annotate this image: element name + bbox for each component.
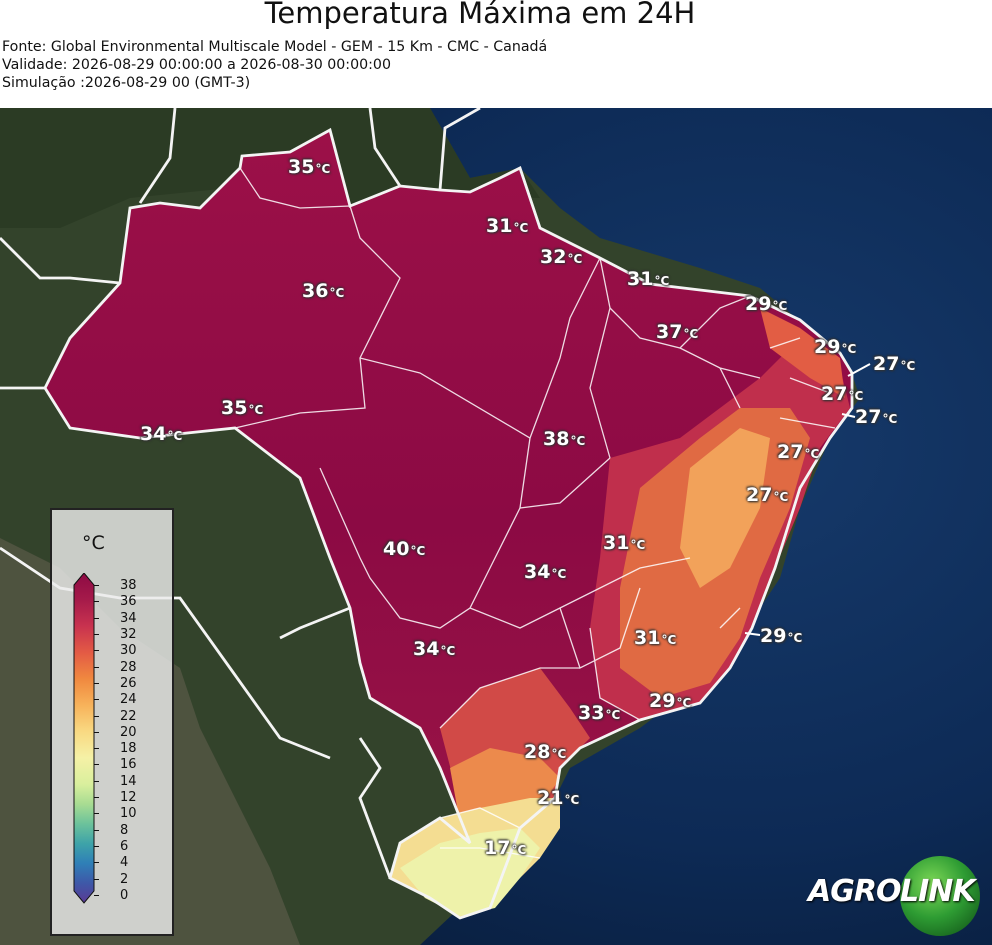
map-panel: 35°C 31°C 32°C 31°C 36°C 29°C 37°C 29°C … [0,108,992,945]
temp-label-rio-grande-sul: 17°C [484,837,527,859]
temp-label-amapa: 31°C [486,215,529,237]
legend-tick-label: 8 [120,822,129,838]
legend-colorbar [73,573,95,904]
temp-label-acre: 34°C [140,423,183,445]
legend-tick-label: 2 [120,871,129,887]
legend-tick-mark [94,797,99,799]
legend-tick-label: 24 [120,692,137,708]
legend-tick-label: 0 [120,888,129,903]
legend-tick-label: 26 [120,675,137,691]
temp-label-maceio: 27°C [855,406,898,428]
legend-tick-label: 36 [120,594,137,610]
legend-tick-label: 38 [120,578,137,593]
legend-tick-mark [94,699,99,701]
legend-tick-mark [94,780,99,782]
validity-line: Validade: 2026-08-29 00:00:00 a 2026-08-… [2,57,391,73]
legend-tick-mark [94,682,99,684]
temp-label-goias: 34°C [524,561,567,583]
legend-tick-label: 20 [120,724,137,740]
legend-tick-mark [94,715,99,717]
legend-tick-label: 4 [120,855,129,871]
temp-label-amazonas: 36°C [302,280,345,302]
legend-tick-label: 6 [120,839,129,855]
color-legend: °C [50,508,174,936]
source-line: Fonte: Global Environmental Multiscale M… [2,39,548,55]
temp-label-aracaju: 27°C [777,441,820,463]
legend-tick-label: 14 [120,773,137,789]
legend-tick-label: 12 [120,790,137,806]
temp-label-parana: 28°C [524,741,567,763]
temp-label-fortaleza: 29°C [745,293,788,315]
legend-tick-mark [94,764,99,766]
legend-tick-mark [94,862,99,864]
legend-tick-mark [94,748,99,750]
temp-label-piaui: 37°C [656,321,699,343]
legend-tick-label: 16 [120,757,137,773]
legend-tick-mark [94,650,99,652]
temp-label-goias-east: 31°C [603,532,646,554]
legend-tick-mark [94,829,99,831]
legend-tick-mark [94,878,99,880]
temperature-field-cool [400,828,540,916]
temp-label-acre-east: 35°C [221,397,264,419]
legend-tick-mark [94,585,99,586]
map-title: Temperatura Máxima em 24H [264,0,696,30]
state-borders [234,167,836,859]
legend-tick-label: 22 [120,708,137,724]
legend-tick-label: 30 [120,643,137,659]
legend-tick-label: 28 [120,659,137,675]
temp-label-salvador: 27°C [746,484,789,506]
legend-tick-mark [94,617,99,619]
logo-text-agro: AGRO [808,874,901,909]
temp-label-sao-paulo: 33°C [578,702,621,724]
temp-label-vitoria: 29°C [760,625,803,647]
logo-globe-icon [900,856,980,936]
legend-tick-label: 18 [120,741,137,757]
temp-label-recife: 27°C [821,383,864,405]
legend-unit: °C [82,532,105,554]
temp-label-minas: 31°C [634,627,677,649]
legend-tick-mark [94,633,99,635]
temp-label-mato-grosso-sul: 34°C [413,638,456,660]
legend-tick-mark [94,813,99,815]
agrolink-logo: AGRO LINK [806,854,982,938]
logo-text-link: LINK [900,874,976,909]
legend-tick-mark [94,731,99,733]
legend-tick-label: 34 [120,610,137,626]
temp-label-belem: 32°C [540,246,583,268]
temp-label-mato-grosso: 40°C [383,538,426,560]
legend-tick-mark [94,895,99,896]
legend-tick-mark [94,666,99,668]
simulation-line: Simulação :2026-08-29 00 (GMT-3) [2,75,251,91]
map-basemap [0,108,992,945]
legend-tick-label: 10 [120,806,137,822]
temp-label-joaopessoa: 27°C [873,353,916,375]
temp-label-saoluis: 31°C [627,268,670,290]
temp-label-tocantins: 38°C [543,428,586,450]
temp-label-rio: 29°C [649,690,692,712]
temp-label-natal: 29°C [814,336,857,358]
legend-tick-mark [94,846,99,848]
temp-label-roraima: 35°C [288,156,331,178]
temp-label-santa-catarina: 21°C [537,787,580,809]
legend-tick-label: 32 [120,626,137,642]
legend-tick-mark [94,601,99,603]
